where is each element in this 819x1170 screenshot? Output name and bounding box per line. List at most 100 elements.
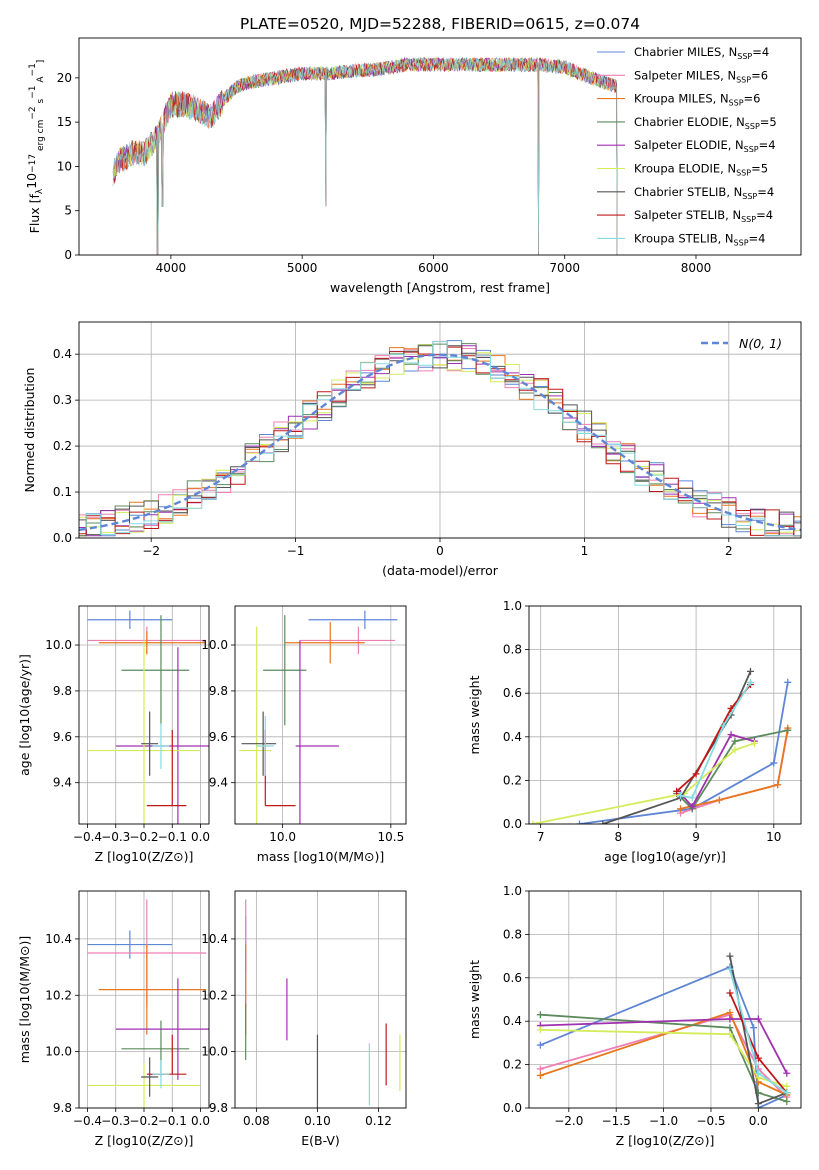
y-tick-label: 0.6 (503, 971, 522, 985)
x-tick-label: −0.3 (101, 830, 130, 844)
y-tick-label: 10.2 (201, 988, 228, 1002)
x-axis-label: E(B-V) (301, 1133, 340, 1148)
plot-area (245, 899, 401, 1108)
x-tick-label: 0 (436, 544, 444, 558)
y-tick-label: 10.4 (201, 932, 228, 946)
legend-label-7: Salpeter STELIB, NSSP=4 (634, 208, 773, 224)
y-tick-label: 9.4 (53, 776, 72, 790)
y-tick-label: 20 (57, 71, 72, 85)
x-tick-label: −0.1 (158, 830, 187, 844)
y-tick-label: 10.0 (201, 638, 228, 652)
weight-marker-8-0 (726, 965, 734, 973)
y-tick-label: 9.4 (209, 776, 228, 790)
plot-area (87, 610, 209, 824)
weight-line-0 (579, 682, 789, 824)
weight-marker-8-1 (688, 794, 696, 802)
y-tick-label: 0 (64, 248, 72, 262)
x-tick-label: −0.1 (158, 1114, 187, 1128)
plot-area (529, 667, 792, 824)
x-tick-label: −1 (287, 544, 305, 558)
x-axis-label: Z [log10(Z/Z⊙)] (95, 1133, 194, 1148)
weight-marker-8-2 (783, 1089, 791, 1097)
y-axis-label: age [log10(age/yr)] (17, 654, 32, 776)
x-tick-label: 0.0 (191, 1114, 210, 1128)
y-tick-label: 0.2 (53, 439, 72, 453)
weight-marker-4-2 (727, 731, 735, 739)
y-tick-label: 0.6 (503, 686, 522, 700)
x-tick-label: −2 (142, 544, 160, 558)
y-tick-label: 10.4 (45, 932, 72, 946)
x-tick-label: −0.2 (129, 1114, 158, 1128)
legend: Chabrier MILES, NSSP=4 Salpeter MILES, NS… (597, 45, 777, 247)
weight-marker-0-2 (770, 759, 778, 767)
weight-marker-2-1 (715, 796, 723, 804)
weight-marker-5-1 (726, 1030, 734, 1038)
spectrum-line-3 (112, 56, 618, 255)
weight-marker-6-0 (599, 820, 607, 824)
weight-marker-7-0 (673, 787, 681, 795)
axes-frame (234, 890, 407, 1109)
weight-line-8 (680, 681, 752, 799)
y-tick-label: 9.6 (209, 730, 228, 744)
weight-marker-8-2 (719, 722, 727, 730)
weight-marker-4-1 (726, 1015, 734, 1023)
legend-label-0: Chabrier MILES, NSSP=4 (634, 45, 769, 61)
y-tick-label: 10.0 (201, 1045, 228, 1059)
spectrum-line-0 (112, 56, 618, 255)
weight-line-6 (602, 671, 752, 824)
y-tick-label: 1.0 (503, 884, 522, 898)
x-tick-label: −2.0 (554, 1114, 583, 1128)
x-tick-label: 0.08 (243, 1114, 270, 1128)
spectrum-line-1 (112, 56, 618, 255)
x-axis-label: mass [log10(M/M⊙)] (257, 849, 385, 864)
weight-marker-8-3 (746, 678, 754, 686)
panel-age-vs-metallicity: −0.4 −0.3 −0.2 −0.1 0.0 9.4 9.6 9.8 10.0 Z [log10… (17, 605, 210, 864)
y-tick-label: 9.8 (53, 684, 72, 698)
weight-marker-3-3 (783, 1097, 791, 1105)
y-tick-label: 10.0 (45, 638, 72, 652)
plot-area (536, 952, 791, 1108)
weight-marker-2-0 (677, 805, 685, 813)
weight-marker-0-0 (576, 820, 584, 824)
x-tick-label: −1.5 (602, 1114, 631, 1128)
weight-marker-0-0 (536, 1041, 544, 1049)
weight-marker-7-0 (726, 989, 734, 997)
legend-label-2: Kroupa MILES, NSSP=6 (634, 92, 760, 108)
y-axis-label: Normed distribution (22, 368, 37, 493)
axes-frame (528, 605, 802, 825)
x-axis-label: wavelength [Angstrom, rest frame] (330, 280, 550, 295)
x-tick-label: −0.5 (696, 1114, 725, 1128)
y-axis-label: mass [log10(M/M⊙)] (17, 936, 32, 1064)
figure-title: PLATE=0520, MJD=52288, FIBERID=0615, z=0… (240, 15, 640, 33)
y-tick-label: 10.0 (45, 1045, 72, 1059)
y-tick-label: 5 (64, 204, 72, 218)
x-tick-label: 7000 (549, 261, 580, 275)
x-tick-label: −0.4 (73, 1114, 102, 1128)
spectrum-line-7 (112, 56, 618, 255)
weight-marker-3-3 (784, 726, 792, 734)
weight-marker-5-0 (536, 1026, 544, 1034)
y-tick-label: 9.8 (209, 1101, 228, 1115)
spectrum-line-6 (112, 56, 618, 255)
legend-label-4: Salpeter ELODIE, NSSP=4 (634, 138, 776, 154)
weight-marker-3-0 (536, 1011, 544, 1019)
weight-marker-5-2 (731, 746, 739, 754)
x-tick-label: −0.3 (101, 1114, 130, 1128)
legend-label-1: Salpeter MILES, NSSP=6 (634, 68, 768, 84)
y-tick-label: 0.4 (53, 347, 72, 361)
weight-line-5 (540, 1029, 788, 1088)
weight-marker-8-1 (754, 1069, 762, 1077)
y-tick-label: 0.8 (503, 643, 522, 657)
x-tick-label: 4000 (156, 261, 187, 275)
weight-line-3 (540, 1013, 788, 1103)
normal-reference-curve (79, 353, 801, 532)
y-tick-label: 0.0 (503, 1101, 522, 1115)
x-tick-label: −0.2 (129, 830, 158, 844)
x-tick-label: 8 (615, 830, 623, 844)
x-axis-label: (data-model)/error (382, 563, 499, 578)
y-tick-label: 0.4 (503, 730, 522, 744)
legend-label-5: Kroupa ELODIE, NSSP=5 (634, 162, 768, 178)
weight-marker-5-3 (750, 739, 758, 747)
y-tick-label: 10.2 (45, 988, 72, 1002)
y-tick-label: 9.8 (53, 1101, 72, 1115)
